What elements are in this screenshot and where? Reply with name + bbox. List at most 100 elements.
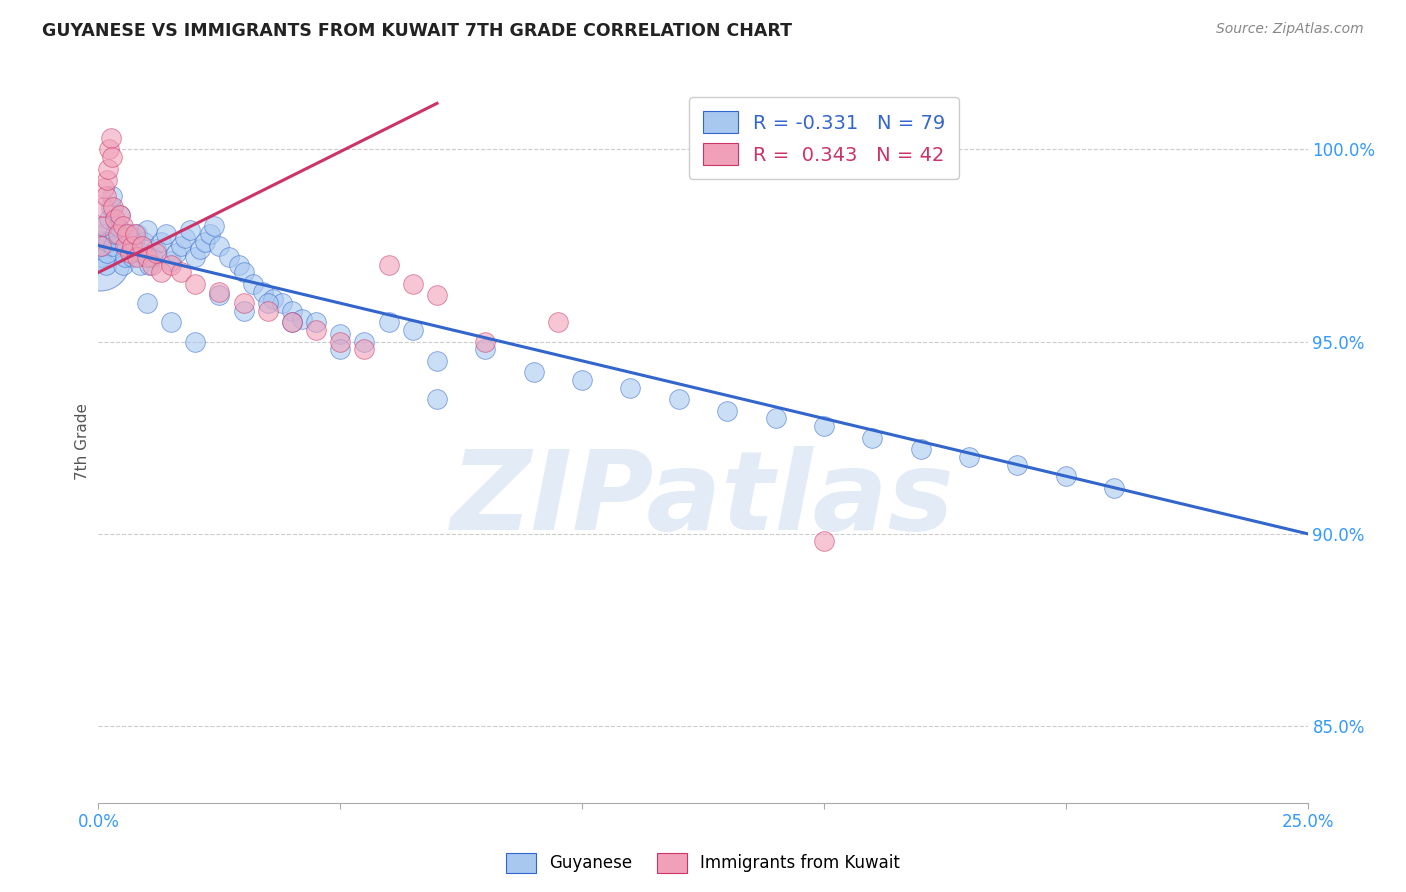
Point bbox=[169, 238, 191, 252]
Point bbox=[426, 392, 449, 407]
Point bbox=[765, 411, 787, 425]
Point bbox=[194, 235, 217, 249]
Point bbox=[305, 323, 328, 337]
Point bbox=[101, 188, 124, 202]
Point bbox=[426, 288, 449, 302]
Point bbox=[281, 315, 304, 329]
Point bbox=[111, 258, 134, 272]
Text: Source: ZipAtlas.com: Source: ZipAtlas.com bbox=[1216, 22, 1364, 37]
Point bbox=[474, 343, 496, 357]
Point bbox=[91, 219, 114, 234]
Point bbox=[150, 265, 173, 279]
Point bbox=[124, 238, 146, 252]
Point bbox=[262, 293, 284, 307]
Point bbox=[104, 227, 127, 241]
Point bbox=[90, 238, 112, 252]
Point bbox=[184, 334, 207, 349]
Point bbox=[134, 235, 156, 249]
Point bbox=[353, 343, 375, 357]
Point bbox=[329, 343, 352, 357]
Point bbox=[96, 173, 118, 187]
Text: ZIPatlas: ZIPatlas bbox=[451, 446, 955, 553]
Point bbox=[218, 250, 240, 264]
Point bbox=[124, 227, 146, 241]
Point bbox=[160, 258, 183, 272]
Point bbox=[165, 246, 187, 260]
Point bbox=[96, 246, 118, 260]
Point bbox=[131, 246, 153, 260]
Point bbox=[169, 265, 191, 279]
Point bbox=[108, 208, 131, 222]
Point bbox=[93, 219, 115, 234]
Point bbox=[353, 334, 375, 349]
Point bbox=[128, 258, 150, 272]
Point bbox=[108, 208, 131, 222]
Point bbox=[252, 285, 274, 299]
Point bbox=[208, 238, 231, 252]
Point bbox=[619, 381, 641, 395]
Point bbox=[1054, 469, 1077, 483]
Point bbox=[131, 238, 153, 252]
Point bbox=[242, 277, 264, 291]
Point bbox=[94, 258, 117, 272]
Point bbox=[957, 450, 980, 464]
Legend: R = -0.331   N = 79, R =  0.343   N = 42: R = -0.331 N = 79, R = 0.343 N = 42 bbox=[689, 97, 959, 179]
Point bbox=[813, 419, 835, 434]
Point bbox=[98, 143, 121, 157]
Point bbox=[100, 131, 122, 145]
Point bbox=[160, 253, 183, 268]
Legend: Guyanese, Immigrants from Kuwait: Guyanese, Immigrants from Kuwait bbox=[499, 847, 907, 880]
Point bbox=[101, 150, 124, 164]
Point bbox=[910, 442, 932, 457]
Point bbox=[204, 219, 226, 234]
Point bbox=[813, 534, 835, 549]
Point bbox=[228, 258, 250, 272]
Point bbox=[121, 250, 143, 264]
Point bbox=[256, 304, 278, 318]
Point bbox=[101, 200, 124, 214]
Point bbox=[571, 373, 593, 387]
Point bbox=[329, 334, 352, 349]
Point bbox=[198, 227, 221, 241]
Point bbox=[208, 285, 231, 299]
Point bbox=[377, 315, 399, 329]
Point bbox=[281, 315, 304, 329]
Point bbox=[155, 227, 177, 241]
Text: GUYANESE VS IMMIGRANTS FROM KUWAIT 7TH GRADE CORRELATION CHART: GUYANESE VS IMMIGRANTS FROM KUWAIT 7TH G… bbox=[42, 22, 792, 40]
Point bbox=[111, 219, 134, 234]
Point bbox=[402, 277, 425, 291]
Point bbox=[174, 231, 197, 245]
Point bbox=[523, 365, 546, 379]
Point bbox=[91, 227, 114, 241]
Point bbox=[114, 250, 136, 264]
Point bbox=[547, 315, 569, 329]
Point bbox=[145, 243, 167, 257]
Point bbox=[474, 334, 496, 349]
Point bbox=[160, 315, 183, 329]
Point bbox=[117, 227, 139, 241]
Point bbox=[97, 161, 120, 176]
Point bbox=[184, 250, 207, 264]
Point bbox=[329, 326, 352, 341]
Point bbox=[138, 258, 160, 272]
Point bbox=[127, 250, 149, 264]
Point bbox=[91, 238, 114, 252]
Point bbox=[104, 211, 127, 226]
Point bbox=[117, 238, 139, 252]
Point bbox=[188, 243, 211, 257]
Point bbox=[94, 188, 117, 202]
Point bbox=[93, 181, 115, 195]
Point bbox=[208, 288, 231, 302]
Point bbox=[121, 238, 143, 252]
Point bbox=[305, 315, 328, 329]
Point bbox=[91, 200, 114, 214]
Point bbox=[232, 265, 254, 279]
Point bbox=[118, 227, 141, 241]
Point bbox=[377, 258, 399, 272]
Point bbox=[271, 296, 294, 310]
Y-axis label: 7th Grade: 7th Grade bbox=[75, 403, 90, 480]
Point bbox=[179, 223, 201, 237]
Point bbox=[101, 238, 124, 252]
Point bbox=[1007, 458, 1029, 472]
Point bbox=[141, 250, 163, 264]
